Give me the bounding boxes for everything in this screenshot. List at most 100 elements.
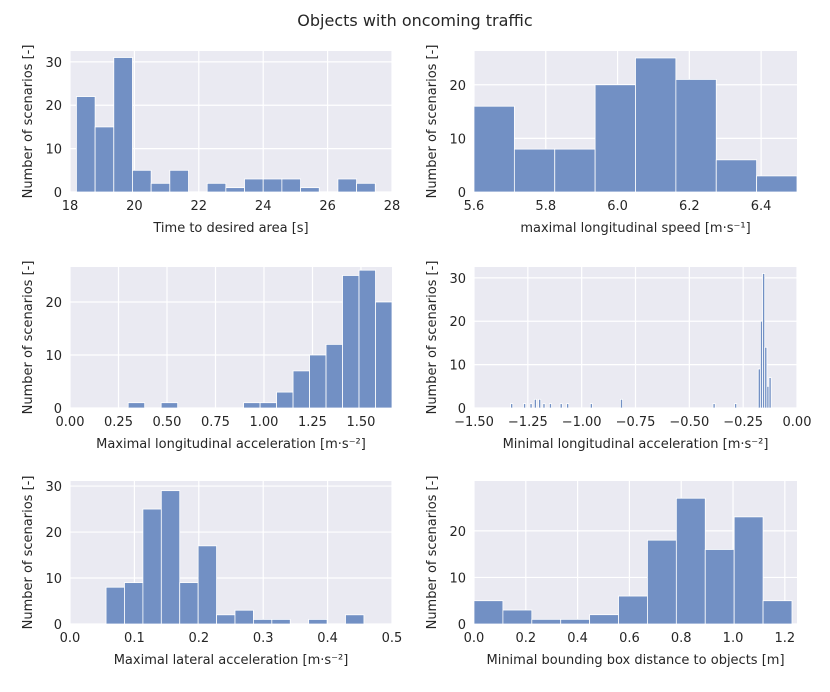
bar <box>733 516 764 625</box>
bar <box>762 600 793 625</box>
bar <box>715 159 758 193</box>
bar <box>734 403 738 409</box>
bar <box>169 169 189 193</box>
bar <box>179 582 199 625</box>
y-tick-label: 0 <box>54 186 62 201</box>
bar <box>647 539 677 625</box>
bar <box>253 619 273 625</box>
x-axis-label: Maximal longitudinal acceleration [m·s⁻²… <box>96 437 366 452</box>
bar <box>127 402 146 409</box>
y-tick-label: 30 <box>45 56 62 71</box>
bar <box>142 508 162 625</box>
bar <box>206 182 227 193</box>
x-tick-label: 0.6 <box>619 631 640 646</box>
y-axis-label: Number of scenarios [-] <box>425 476 440 630</box>
y-tick-label: 0 <box>458 402 466 417</box>
bar <box>675 497 706 625</box>
y-tick-label: 20 <box>449 315 466 330</box>
bar <box>262 178 283 193</box>
y-tick-label: 20 <box>449 79 466 94</box>
x-tick-label: 5.6 <box>464 199 485 214</box>
x-tick-label: 22 <box>191 199 208 214</box>
bar <box>510 403 514 409</box>
y-tick-label: 20 <box>45 296 62 311</box>
y-axis-label: Number of scenarios [-] <box>425 261 440 415</box>
x-tick-label: 6.0 <box>607 199 628 214</box>
x-tick-label: 1.00 <box>249 415 278 430</box>
bar <box>337 178 357 193</box>
x-tick-label: −0.75 <box>616 415 656 430</box>
bar <box>559 403 563 409</box>
bar <box>94 126 115 193</box>
x-tick-label: 6.2 <box>679 199 700 214</box>
bar <box>560 618 591 625</box>
x-tick-label: 1.50 <box>346 415 375 430</box>
x-tick-label: 0.0 <box>464 631 485 646</box>
x-tick-label: 1.0 <box>723 631 744 646</box>
bar <box>271 619 291 625</box>
bar <box>542 403 546 409</box>
x-tick-label: 0.50 <box>153 415 182 430</box>
bar <box>533 398 537 409</box>
bar <box>675 79 717 193</box>
x-tick-label: 5.8 <box>535 199 556 214</box>
figure-title: Objects with oncoming traffic <box>297 11 532 30</box>
x-tick-label: 0.1 <box>124 631 145 646</box>
bar <box>764 346 768 409</box>
bar <box>548 403 552 409</box>
bar <box>124 582 144 625</box>
bar <box>160 402 179 409</box>
x-tick-label: 1.2 <box>774 631 795 646</box>
y-tick-label: 20 <box>449 525 466 540</box>
y-tick-label: 0 <box>458 618 466 633</box>
x-tick-label: 0.5 <box>382 631 403 646</box>
bar <box>276 391 294 409</box>
bar <box>113 57 133 193</box>
y-tick-label: 10 <box>449 571 466 586</box>
x-tick-label: −0.25 <box>723 415 763 430</box>
x-tick-label: 20 <box>126 199 143 214</box>
bar <box>325 343 343 409</box>
bar <box>756 175 798 193</box>
bar <box>216 614 236 625</box>
bar <box>356 182 376 193</box>
x-axis-label: Maximal lateral acceleration [m·s⁻²] <box>114 653 349 668</box>
bar <box>342 275 360 409</box>
bar <box>704 549 735 625</box>
y-tick-label: 10 <box>45 143 62 158</box>
bar <box>635 57 677 193</box>
y-axis-label: Number of scenarios [-] <box>21 476 36 630</box>
bar <box>150 182 171 193</box>
x-axis-label: maximal longitudinal speed [m·s⁻¹] <box>520 221 750 236</box>
y-tick-label: 10 <box>45 572 62 587</box>
x-tick-label: 0.00 <box>783 415 812 430</box>
bar <box>309 354 327 409</box>
x-tick-label: 0.0 <box>60 631 81 646</box>
y-axis-label: Number of scenarios [-] <box>21 45 36 199</box>
x-tick-label: −0.50 <box>669 415 709 430</box>
x-tick-label: 0.8 <box>671 631 692 646</box>
bar <box>281 178 301 193</box>
bar <box>160 490 181 625</box>
y-tick-label: 0 <box>54 618 62 633</box>
y-tick-label: 20 <box>45 526 62 541</box>
bar <box>529 403 533 409</box>
y-tick-label: 30 <box>449 272 466 287</box>
bar <box>345 614 365 625</box>
y-tick-label: 20 <box>45 99 62 114</box>
bar <box>105 586 125 625</box>
bar <box>225 187 245 193</box>
bar <box>292 370 310 409</box>
bar <box>762 273 766 409</box>
bar <box>259 402 277 409</box>
x-tick-label: 0.2 <box>188 631 209 646</box>
y-axis-label: Number of scenarios [-] <box>21 261 36 415</box>
x-tick-label: 18 <box>62 199 79 214</box>
bar <box>375 301 393 409</box>
x-tick-label: 24 <box>255 199 272 214</box>
x-tick-label: −1.50 <box>454 415 494 430</box>
bar <box>566 403 570 409</box>
y-tick-label: 10 <box>449 359 466 374</box>
bar <box>589 614 619 625</box>
